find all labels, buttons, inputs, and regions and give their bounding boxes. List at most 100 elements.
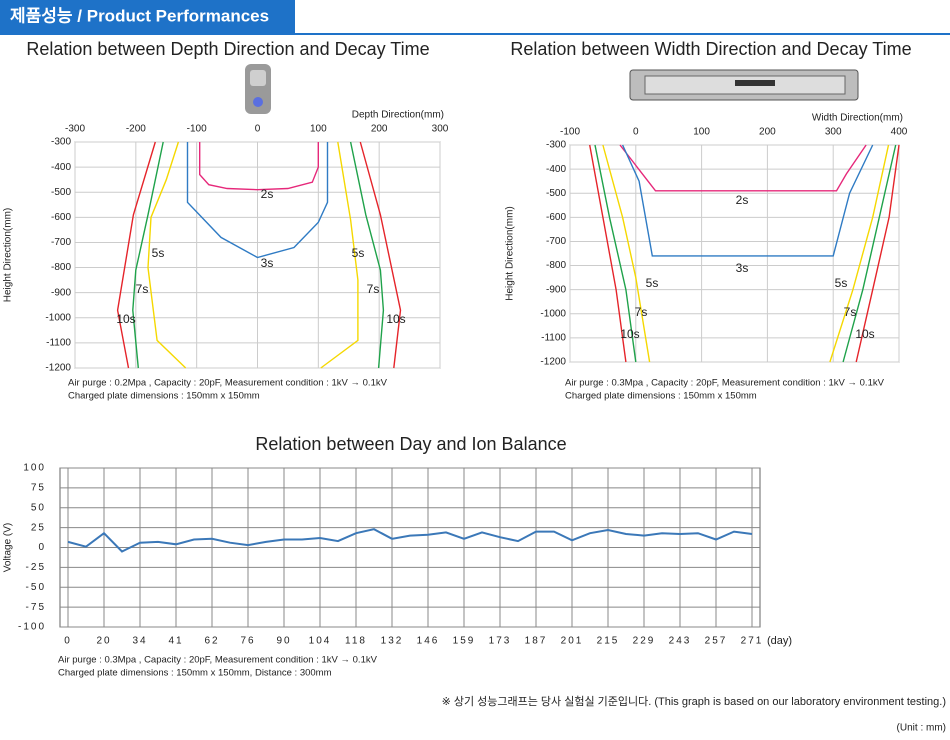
x-tick-label: 229 — [633, 636, 656, 647]
x-tick-label: 243 — [669, 636, 692, 647]
plot-area — [569, 144, 900, 363]
x-tick-label: 159 — [453, 636, 476, 647]
x-tick-label: 187 — [525, 636, 548, 647]
y-tick-label: -600 — [51, 212, 71, 223]
curve-label: 5s — [352, 246, 365, 260]
header-banner — [0, 0, 295, 33]
y-tick-label: -400 — [546, 164, 566, 175]
unit-note: (Unit : mm) — [897, 723, 946, 734]
y-tick-label: 75 — [31, 483, 46, 494]
x-axis-title: (day) — [767, 635, 792, 647]
y-tick-label: -800 — [546, 260, 566, 271]
y-tick-label: -500 — [546, 188, 566, 199]
x-tick-label: 271 — [741, 636, 764, 647]
y-tick-label: -1200 — [45, 363, 71, 374]
y-tick-label: -900 — [51, 287, 71, 298]
x-tick-label: 257 — [705, 636, 728, 647]
x-tick-label: 0 — [255, 124, 261, 135]
y-tick-label: -1000 — [45, 312, 71, 323]
header-title: 제품성능 / Product Performances — [10, 6, 269, 25]
nozzle-icon — [245, 64, 271, 114]
x-tick-label: 146 — [417, 636, 440, 647]
chart-note: Charged plate dimensions : 150mm x 150mm — [565, 391, 757, 402]
y-axis-title: Voltage (V) — [3, 523, 14, 572]
x-tick-label: 300 — [825, 127, 842, 138]
y-axis-title: Height Direction(mm) — [505, 206, 516, 300]
y-tick-label: -600 — [546, 212, 566, 223]
x-tick-label: -100 — [560, 127, 580, 138]
y-tick-label: 100 — [23, 463, 46, 474]
x-tick-label: 100 — [310, 124, 327, 135]
x-tick-label: 300 — [432, 124, 449, 135]
curve-label: 2s — [261, 187, 274, 201]
chart-title: Relation between Width Direction and Dec… — [510, 39, 911, 59]
curve-label: 5s — [152, 246, 165, 260]
x-tick-label: -100 — [187, 124, 207, 135]
x-tick-label: 201 — [561, 636, 584, 647]
curve-label: 10s — [620, 327, 639, 341]
x-tick-label: 90 — [276, 636, 291, 647]
y-tick-label: -1200 — [540, 357, 566, 368]
curve-label: 10s — [386, 312, 405, 326]
chart-title: Relation between Depth Direction and Dec… — [26, 39, 429, 59]
curve-label: 7s — [635, 305, 648, 319]
curve-label: 7s — [136, 282, 149, 296]
x-tick-label: -200 — [126, 124, 146, 135]
curve-label: 5s — [835, 276, 848, 290]
chart-title: Relation between Day and Ion Balance — [255, 434, 566, 454]
y-axis-title: Height Direction(mm) — [3, 208, 14, 302]
x-tick-label: 173 — [489, 636, 512, 647]
y-tick-label: -500 — [51, 187, 71, 198]
chart-note: Air purge : 0.2Mpa , Capacity : 20pF, Me… — [68, 378, 388, 389]
y-tick-label: 50 — [31, 502, 46, 513]
curve-label: 3s — [261, 256, 274, 270]
chart-note: Charged plate dimensions : 150mm x 150mm — [68, 391, 260, 402]
x-axis-title: Width Direction(mm) — [812, 113, 903, 124]
curve-label: 5s — [646, 276, 659, 290]
curve-label: 2s — [736, 193, 749, 207]
y-tick-label: -900 — [546, 284, 566, 295]
x-tick-label: 0 — [633, 127, 639, 138]
x-tick-label: 20 — [96, 636, 111, 647]
y-tick-label: -1100 — [541, 333, 566, 344]
x-axis-title: Depth Direction(mm) — [352, 110, 444, 121]
x-tick-label: 0 — [64, 636, 72, 647]
footnote: ※ 상기 성능그래프는 당사 실험실 기준입니다. (This graph is… — [442, 695, 946, 708]
x-tick-label: 100 — [693, 127, 710, 138]
y-tick-label: -1000 — [540, 308, 566, 319]
x-tick-label: 200 — [759, 127, 776, 138]
curve — [594, 144, 897, 363]
curve-label: 3s — [736, 261, 749, 275]
y-tick-label: -100 — [18, 622, 46, 633]
curve — [147, 141, 359, 369]
curve — [602, 144, 890, 363]
y-tick-label: -800 — [51, 262, 71, 273]
chart-note: Air purge : 0.3Mpa , Capacity : 20pF, Me… — [58, 655, 378, 666]
line — [67, 528, 753, 553]
x-tick-label: -300 — [65, 124, 85, 135]
y-tick-label: -300 — [546, 140, 566, 151]
chart-note: Charged plate dimensions : 150mm x 150mm… — [58, 668, 332, 679]
curve-label: 7s — [844, 305, 857, 319]
curve — [589, 144, 900, 363]
curve — [621, 144, 874, 257]
x-tick-label: 215 — [597, 636, 620, 647]
curve — [619, 144, 867, 192]
curve-label: 7s — [367, 282, 380, 296]
x-tick-label: 41 — [168, 636, 183, 647]
curve-label: 10s — [116, 312, 135, 326]
y-tick-label: 0 — [38, 542, 46, 553]
bar-device-icon — [629, 69, 859, 101]
y-tick-label: -1100 — [46, 338, 71, 349]
chart-note: Air purge : 0.3Mpa , Capacity : 20pF, Me… — [565, 378, 885, 389]
x-tick-label: 34 — [132, 636, 147, 647]
x-tick-label: 132 — [381, 636, 404, 647]
curve — [116, 141, 402, 369]
curve — [132, 141, 385, 369]
y-tick-label: -25 — [26, 562, 46, 573]
y-tick-label: 25 — [31, 522, 46, 533]
header-rule — [0, 33, 950, 35]
x-tick-label: 104 — [309, 636, 332, 647]
y-tick-label: -50 — [26, 582, 46, 593]
